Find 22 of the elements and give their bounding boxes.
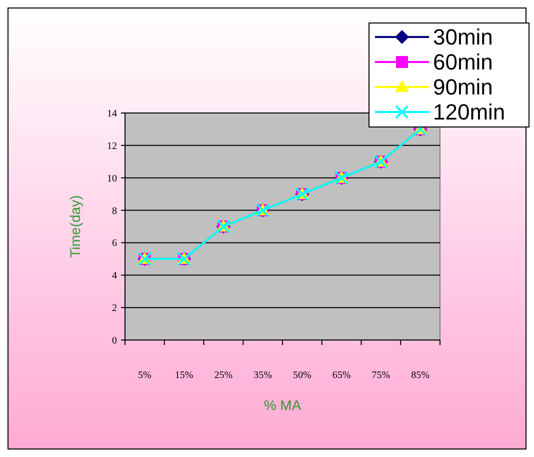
x-tick-label: 65% bbox=[332, 370, 351, 381]
x-tick-label: 85% bbox=[411, 370, 430, 381]
y-tick-label: 0 bbox=[112, 336, 117, 346]
y-tick-label: 6 bbox=[112, 238, 117, 250]
legend-label: 90min bbox=[433, 74, 493, 100]
y-tick-label: 2 bbox=[112, 303, 117, 314]
y-tick-label: 8 bbox=[112, 206, 117, 217]
legend-label: 30min bbox=[433, 24, 493, 50]
y-tick-label: 10 bbox=[107, 173, 117, 184]
x-tick-label: 5% bbox=[138, 370, 152, 381]
y-tick-label: 4 bbox=[112, 270, 117, 282]
legend-label: 120min bbox=[433, 100, 506, 125]
x-axis-title: % MA bbox=[264, 397, 302, 413]
x-tick-label: 75% bbox=[372, 370, 390, 381]
x-tick-label: 35% bbox=[254, 370, 272, 381]
y-tick-label: 14 bbox=[107, 108, 117, 120]
x-tick-label: 50% bbox=[293, 370, 312, 381]
legend-label: 60min bbox=[433, 50, 493, 75]
y-axis-title: Time(day) bbox=[67, 195, 83, 258]
y-tick-label: 12 bbox=[107, 140, 117, 152]
x-tick-label: 15% bbox=[174, 370, 194, 381]
x-tick-label: 25% bbox=[214, 370, 233, 381]
